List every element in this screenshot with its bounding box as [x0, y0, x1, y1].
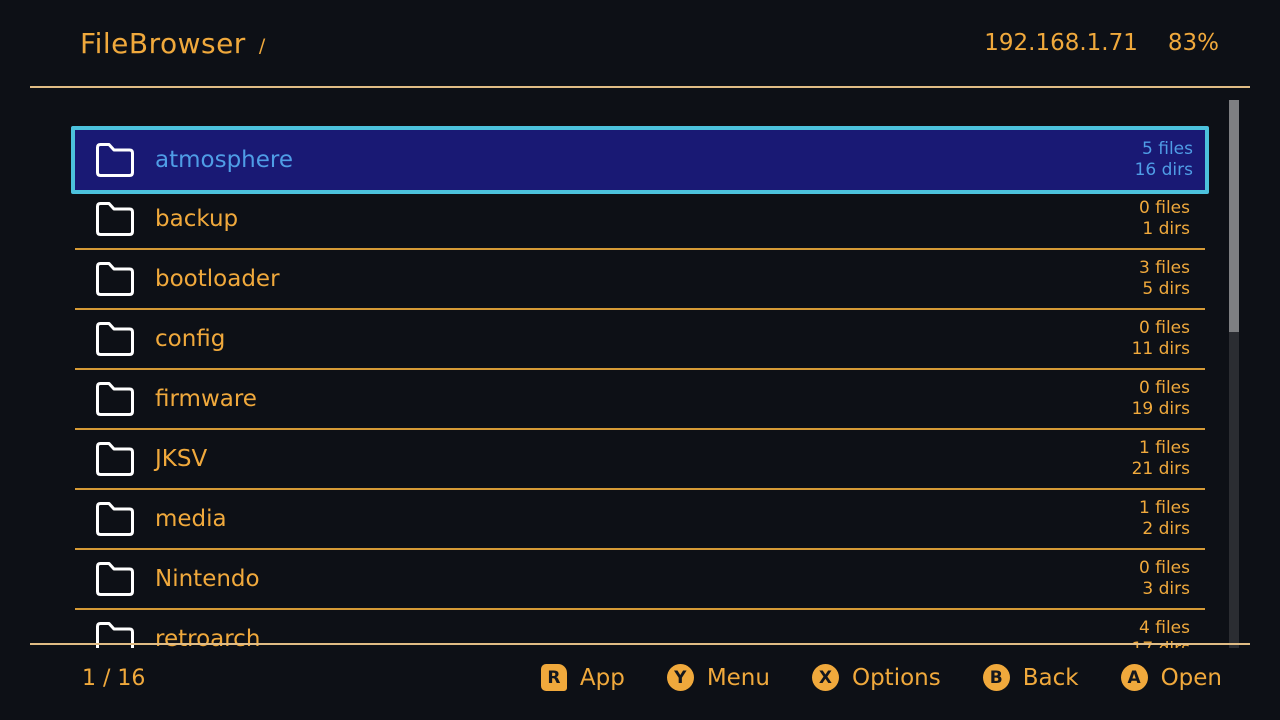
header-divider [30, 86, 1250, 88]
list-item-JKSV[interactable]: JKSV 1 files 21 dirs [75, 430, 1205, 490]
list-item-firmware[interactable]: firmware 0 files 19 dirs [75, 370, 1205, 430]
item-counts: 0 files 1 dirs [1139, 198, 1205, 240]
dirs-count: 5 dirs [1142, 279, 1190, 299]
dirs-count: 3 dirs [1142, 579, 1190, 599]
files-count: 0 files [1139, 378, 1190, 398]
files-count: 0 files [1139, 198, 1190, 218]
scrollbar[interactable] [1229, 100, 1239, 648]
dirs-count: 11 dirs [1131, 339, 1190, 359]
item-counts: 3 files 5 dirs [1139, 258, 1205, 300]
hint-label: Options [851, 664, 941, 691]
folder-name: media [155, 506, 227, 532]
status-wrap: 192.168.1.71 83% [984, 0, 1219, 86]
files-count: 0 files [1139, 318, 1190, 338]
item-counts: 0 files 11 dirs [1132, 318, 1205, 360]
button-b-icon: B [982, 664, 1010, 691]
folder-icon [93, 259, 137, 299]
folder-name: JKSV [155, 446, 208, 472]
button-a-icon: A [1120, 664, 1148, 691]
folder-name: atmosphere [155, 147, 293, 173]
folder-icon [93, 199, 137, 239]
folder-name: firmware [155, 386, 257, 412]
button-r-icon: R [540, 664, 567, 691]
hint-menu[interactable]: Y Menu [666, 664, 770, 691]
list-item-backup[interactable]: backup 0 files 1 dirs [75, 190, 1205, 250]
button-x-icon: X [811, 664, 839, 691]
list-item-media[interactable]: media 1 files 2 dirs [75, 490, 1205, 550]
folder-icon [93, 439, 137, 479]
list-item-atmosphere[interactable]: atmosphere 5 files 16 dirs [71, 126, 1209, 194]
title-wrap: FileBrowser / [80, 0, 265, 86]
folder-name: backup [155, 206, 239, 232]
folder-icon [93, 140, 137, 180]
dirs-count: 2 dirs [1142, 519, 1190, 539]
hint-options[interactable]: X Options [811, 664, 941, 691]
list-item-bootloader[interactable]: bootloader 3 files 5 dirs [75, 250, 1205, 310]
item-counts: 0 files 3 dirs [1139, 558, 1205, 600]
dirs-count: 1 dirs [1142, 219, 1190, 239]
folder-icon [93, 319, 137, 359]
hint-label: App [579, 664, 625, 691]
ip-address: 192.168.1.71 [984, 30, 1138, 56]
folder-icon [93, 379, 137, 419]
battery-percent: 83% [1167, 30, 1219, 56]
folder-icon [93, 499, 137, 539]
item-counts: 1 files 2 dirs [1139, 498, 1205, 540]
list-item-Nintendo[interactable]: Nintendo 0 files 3 dirs [75, 550, 1205, 610]
button-hints: R App Y Menu X Options B Back A Open [540, 664, 1222, 691]
hint-label: Open [1160, 664, 1222, 691]
item-counts: 1 files 21 dirs [1132, 438, 1205, 480]
folder-icon [93, 559, 137, 599]
scrollbar-thumb[interactable] [1229, 100, 1239, 332]
folder-icon [93, 619, 137, 648]
dirs-count: 21 dirs [1131, 459, 1190, 479]
files-count: 5 files [1142, 139, 1193, 159]
item-counts: 5 files 16 dirs [1135, 139, 1205, 181]
app-title: FileBrowser [80, 26, 246, 60]
dirs-count: 19 dirs [1131, 399, 1190, 419]
folder-name: bootloader [155, 266, 280, 292]
hint-back[interactable]: B Back [982, 664, 1079, 691]
dirs-count: 16 dirs [1134, 160, 1193, 180]
button-y-icon: Y [666, 664, 694, 691]
hint-label: Menu [706, 664, 770, 691]
folder-name: Nintendo [155, 566, 260, 592]
hint-app[interactable]: R App [540, 664, 625, 691]
hint-label: Back [1022, 664, 1079, 691]
files-count: 4 files [1139, 618, 1190, 638]
current-path: / [258, 35, 266, 57]
folder-name: config [155, 326, 226, 352]
item-counts: 0 files 19 dirs [1132, 378, 1205, 420]
files-count: 3 files [1139, 258, 1190, 278]
page-indicator: 1 / 16 [82, 666, 146, 691]
header-bar: FileBrowser / 192.168.1.71 83% [0, 0, 1280, 86]
folder-name: retroarch [155, 626, 261, 648]
hint-open[interactable]: A Open [1120, 664, 1222, 691]
files-count: 1 files [1139, 438, 1190, 458]
file-list: atmosphere 5 files 16 dirs backup 0 files 1 d… [0, 95, 1280, 648]
files-count: 1 files [1139, 498, 1190, 518]
footer-divider [30, 643, 1250, 645]
files-count: 0 files [1139, 558, 1190, 578]
list-item-config[interactable]: config 0 files 11 dirs [75, 310, 1205, 370]
